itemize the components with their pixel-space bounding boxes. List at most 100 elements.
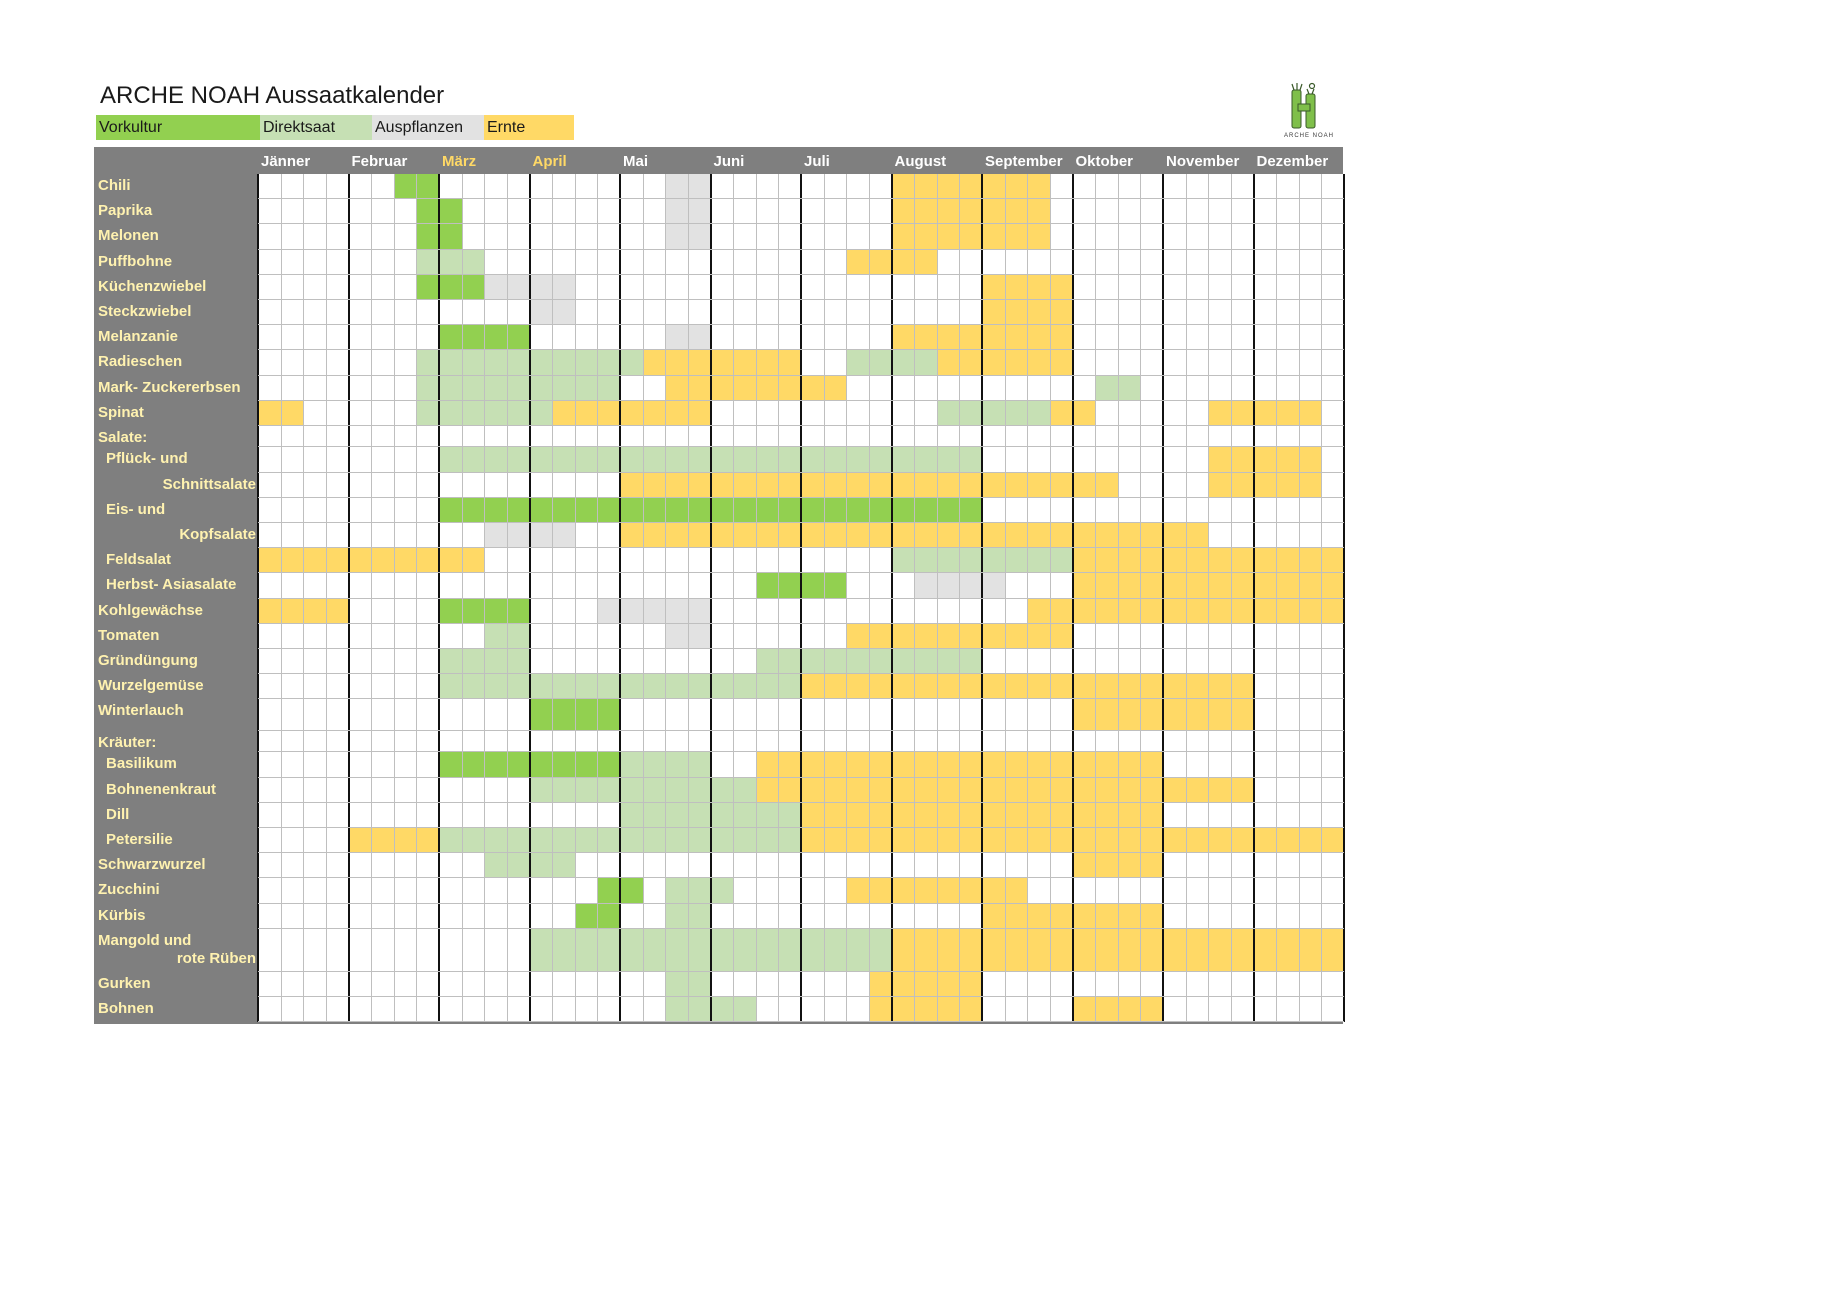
calendar-cell-auspflanzen [506, 274, 530, 300]
calendar-cell-direktsaat [506, 649, 530, 675]
calendar-cell-ernte [1298, 447, 1322, 473]
calendar-cell-ernte [1027, 300, 1050, 326]
calendar-cell-vorkultur [801, 497, 824, 523]
calendar-cell-direktsaat [574, 447, 598, 473]
row-divider [258, 399, 1344, 401]
row-divider [258, 852, 1344, 854]
calendar-cell-ernte [1298, 928, 1322, 973]
calendar-cell-ernte [1004, 300, 1028, 326]
calendar-cell-vorkultur [439, 199, 462, 225]
calendar-cell-ernte [393, 548, 417, 574]
calendar-cell-direktsaat [733, 447, 756, 473]
row-label: Schwarzwurzel [98, 856, 206, 874]
calendar-cell-direktsaat [461, 649, 485, 675]
calendar-cell-direktsaat [687, 972, 711, 998]
calendar-cell-ernte [1117, 548, 1141, 574]
calendar-cell-ernte [982, 224, 1005, 250]
calendar-cell-direktsaat [439, 249, 462, 275]
calendar-cell-direktsaat [461, 249, 485, 275]
row-label: Bohnen [98, 1000, 154, 1018]
calendar-cell-ernte [936, 350, 960, 376]
calendar-cell-ernte [1117, 752, 1141, 778]
calendar-cell-vorkultur [574, 752, 598, 778]
calendar-cell-direktsaat [755, 649, 779, 675]
calendar-cell-ernte [1072, 699, 1096, 731]
calendar-cell-ernte [936, 325, 960, 351]
calendar-cell-vorkultur [823, 497, 847, 523]
calendar-cell-ernte [982, 472, 1005, 498]
calendar-cell-ernte [959, 997, 982, 1023]
calendar-cell-ernte [1004, 274, 1028, 300]
calendar-cell-vorkultur [914, 497, 937, 523]
calendar-cell-ernte [959, 325, 982, 351]
legend-direktsaat: Direktsaat [260, 115, 372, 140]
calendar-cell-direktsaat [506, 853, 530, 879]
calendar-cell-vorkultur [416, 224, 439, 250]
calendar-cell-ernte [1185, 598, 1209, 624]
calendar-cell-ernte [982, 350, 1005, 376]
calendar-cell-ernte [1004, 325, 1028, 351]
calendar-cell-auspflanzen [552, 274, 575, 300]
calendar-cell-ernte [846, 472, 869, 498]
calendar-cell-ernte [1095, 523, 1118, 549]
calendar-cell-ernte [801, 523, 824, 549]
calendar-cell-ernte [936, 752, 960, 778]
calendar-cell-direktsaat [665, 674, 688, 700]
calendar-cell-vorkultur [439, 325, 462, 351]
calendar-cell-ernte [1027, 325, 1050, 351]
calendar-cell-auspflanzen [959, 573, 982, 599]
calendar-cell-direktsaat [642, 802, 666, 828]
calendar-cell-direktsaat [484, 827, 507, 854]
calendar-cell-direktsaat [733, 674, 756, 700]
calendar-cell-ernte [982, 777, 1005, 803]
calendar-cell-direktsaat [1117, 375, 1141, 401]
row-divider [258, 446, 1344, 448]
calendar-cell-direktsaat [959, 548, 982, 574]
row-label: Puffbohne [98, 252, 173, 270]
calendar-cell-direktsaat [620, 447, 643, 473]
row-label: Winterlauch [98, 702, 184, 720]
calendar-cell-vorkultur [597, 699, 620, 731]
calendar-cell-direktsaat [461, 674, 485, 700]
calendar-cell-direktsaat [439, 400, 462, 426]
calendar-cell-ernte [846, 752, 869, 778]
calendar-cell-vorkultur [439, 497, 462, 523]
calendar-cell-direktsaat [642, 447, 666, 473]
calendar-cell-direktsaat [733, 997, 756, 1023]
calendar-cell-direktsaat [484, 623, 507, 649]
calendar-cell-ernte [823, 827, 847, 854]
calendar-cell-direktsaat [439, 674, 462, 700]
calendar-cell-ernte [891, 325, 915, 351]
calendar-cell-ernte [1004, 777, 1028, 803]
calendar-cell-ernte [1298, 827, 1322, 854]
calendar-cell-ernte [1049, 400, 1073, 426]
calendar-cell-ernte [1230, 598, 1254, 624]
calendar-cell-ernte [914, 997, 937, 1023]
calendar-cell-ernte [891, 777, 915, 803]
calendar-table: Jänner Februar März April Mai Juni Juli August S… [94, 147, 1345, 1025]
calendar-cell-direktsaat [484, 375, 507, 401]
calendar-cell-ernte [1004, 523, 1028, 549]
calendar-cell-ernte [982, 623, 1005, 649]
calendar-cell-direktsaat [710, 827, 734, 854]
calendar-cell-direktsaat [597, 674, 620, 700]
calendar-cell-direktsaat [710, 928, 734, 973]
calendar-cell-vorkultur [439, 598, 462, 624]
calendar-cell-direktsaat [620, 350, 643, 376]
calendar-cell-direktsaat [529, 777, 553, 803]
calendar-cell-ernte [1276, 827, 1299, 854]
row-label: Spinat [98, 403, 144, 421]
row-divider [258, 996, 1344, 998]
calendar-cell-ernte [778, 350, 801, 376]
calendar-cell-auspflanzen [982, 573, 1005, 599]
calendar-cell-ernte [1049, 274, 1073, 300]
calendar-cell-direktsaat [506, 400, 530, 426]
calendar-cell-ernte [1185, 928, 1209, 973]
calendar-cell-ernte [846, 878, 869, 904]
calendar-cell-ernte [1027, 752, 1050, 778]
calendar-cell-ernte [1027, 777, 1050, 803]
calendar-cell-direktsaat [484, 447, 507, 473]
calendar-cell-ernte [868, 802, 892, 828]
calendar-cell-vorkultur [484, 497, 507, 523]
legend-ernte: Ernte [484, 115, 574, 140]
